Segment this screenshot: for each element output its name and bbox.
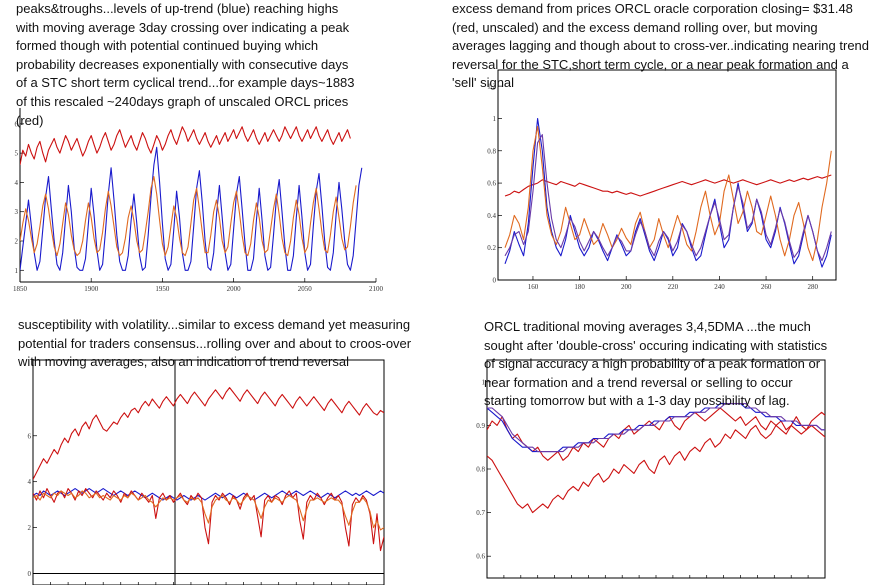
susceptibility-y-tick-label: 4 xyxy=(28,478,32,486)
susceptibility-series-red-0 xyxy=(33,387,384,480)
susceptibility-y-tick-label: 2 xyxy=(28,524,32,532)
peaks-troughs-y-tick-label: 1 xyxy=(15,267,19,275)
peaks-troughs-x-tick-label: 2000 xyxy=(227,285,242,293)
excess-demand-y-tick-label: 0 xyxy=(493,277,497,285)
excess-demand-y-tick-label: 0.8 xyxy=(487,147,496,155)
peaks-troughs-x-tick-label: 2050 xyxy=(298,285,313,293)
peaks-troughs-series-blue-1 xyxy=(20,146,363,271)
peaks-troughs-x-tick-label: 2100 xyxy=(369,285,384,293)
moving-averages-y-tick-label: 0.7 xyxy=(476,509,485,517)
excess-demand-x-tick-label: 160 xyxy=(528,283,539,291)
peaks-troughs-y-tick-label: 5 xyxy=(15,150,19,158)
peaks-troughs-x-tick-label: 1850 xyxy=(13,285,28,293)
moving-averages-y-tick-label: 0.9 xyxy=(476,422,485,430)
caption-excess-demand: excess demand from prices ORCL oracle co… xyxy=(452,1,870,91)
excess-demand-x-tick-label: 280 xyxy=(807,283,818,291)
moving-averages-y-tick-label: 0.6 xyxy=(476,553,485,561)
peaks-troughs-x-tick-label: 1950 xyxy=(155,285,170,293)
moving-averages-series-purple-3 xyxy=(487,403,825,453)
excess-demand-y-tick-label: 0.2 xyxy=(487,244,496,252)
excess-demand-x-tick-label: 180 xyxy=(574,283,585,291)
susceptibility-frame xyxy=(32,359,385,585)
peaks-troughs-series-orange-2 xyxy=(20,176,357,257)
peaks-troughs-x-tick-label: 1900 xyxy=(84,285,99,293)
caption-moving-averages: ORCL traditional moving averages 3,4,5DM… xyxy=(484,319,828,409)
excess-demand-series-red-0 xyxy=(504,174,832,197)
peaks-troughs-y-tick-label: 3 xyxy=(15,208,19,216)
excess-demand-series-purple-3 xyxy=(504,134,832,262)
excess-demand-y-tick-label: 0.6 xyxy=(487,180,496,188)
susceptibility-series-orange-3 xyxy=(33,490,384,531)
excess-demand-y-tick-label: 1.2 xyxy=(487,83,496,91)
moving-averages-series-red-1 xyxy=(487,411,825,514)
moving-averages-y-tick-label: 0.8 xyxy=(476,466,485,474)
caption-susceptibility: susceptibility with volatility...similar… xyxy=(18,317,412,370)
susceptibility-y-tick-label: 0 xyxy=(28,570,32,578)
excess-demand-y-tick-label: 0.4 xyxy=(487,212,496,220)
peaks-troughs-series-red-0 xyxy=(20,126,351,166)
moving-averages-y-tick-label: 1 xyxy=(482,378,486,386)
excess-demand-x-tick-label: 200 xyxy=(621,283,632,291)
susceptibility-y-tick-label: 6 xyxy=(28,432,32,440)
peaks-troughs-y-tick-label: 4 xyxy=(15,179,19,187)
peaks-troughs-y-tick-label: 6 xyxy=(15,120,19,128)
excess-demand-x-tick-label: 220 xyxy=(668,283,679,291)
excess-demand-x-tick-label: 260 xyxy=(761,283,772,291)
excess-demand-series-blue-1 xyxy=(504,117,832,268)
excess-demand-x-tick-label: 240 xyxy=(714,283,725,291)
moving-averages-series-red-0 xyxy=(487,407,825,461)
excess-demand-frame xyxy=(497,69,837,281)
peaks-troughs-y-tick-label: 2 xyxy=(15,238,19,246)
caption-peaks-troughs: peaks&troughs...levels of up-trend (blue… xyxy=(16,1,355,128)
excess-demand-y-tick-label: 1 xyxy=(493,115,497,123)
susceptibility-series-blue-1 xyxy=(33,488,384,501)
